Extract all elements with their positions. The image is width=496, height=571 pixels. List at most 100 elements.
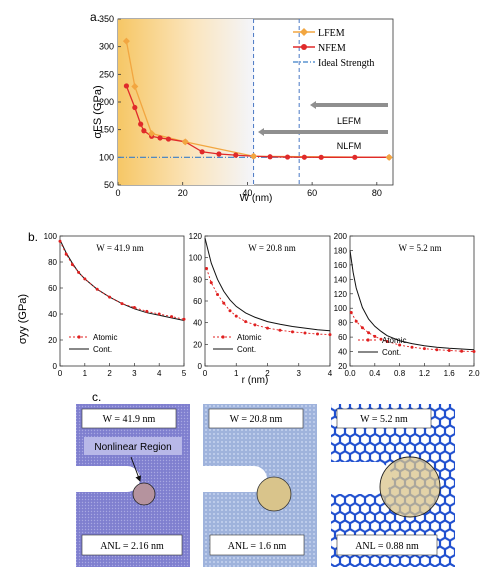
b1-ytick-label: 80 — [48, 258, 57, 267]
nonlinear-region-circle-2 — [256, 476, 292, 512]
tile-3-anl: ANL = 0.88 nm — [355, 541, 419, 552]
b3-ytick-label: 20 — [338, 362, 347, 371]
nfem-point — [165, 136, 172, 142]
a-ytick-label: 300 — [99, 42, 114, 52]
panel-b-subplot-1: W = 41.9 nm 0 1 2 3 4 5 0 20 40 60 80 100 Atomic Co… — [44, 232, 187, 378]
panel-a-series — [118, 19, 393, 185]
nfem-point — [284, 154, 291, 160]
nfem-point — [132, 104, 138, 111]
nfem-point — [267, 154, 273, 160]
lfem-point — [250, 152, 258, 160]
subplot-2-title: W = 20.8 nm — [248, 243, 295, 253]
atomic-point — [266, 326, 269, 330]
tile-1-anl: ANL = 2.16 nm — [100, 541, 164, 552]
notch-1 — [76, 466, 140, 492]
b2-xtick-label: 3 — [297, 369, 302, 378]
b1-ytick-label: 60 — [48, 284, 57, 293]
atomic-point — [222, 301, 226, 305]
b1-ytick-label: 100 — [44, 232, 58, 241]
atomic-point — [447, 348, 451, 352]
lfem-point — [148, 130, 156, 138]
b3-ytick-label: 80 — [338, 319, 347, 328]
nonlinear-region-circle-3 — [379, 456, 441, 518]
legend-cont-3: Cont. — [382, 348, 401, 357]
nfem-point — [301, 154, 307, 160]
atomic-point — [58, 239, 62, 243]
legend-ideal-strength: Ideal Strength — [318, 58, 374, 69]
lefm-arrow: LEFM — [310, 101, 388, 126]
b3-xtick-label: 1.6 — [444, 369, 456, 378]
b1-xtick-label: 0 — [58, 369, 63, 378]
notch-3 — [331, 462, 392, 494]
atomic-point — [108, 295, 112, 299]
atomic-point — [379, 337, 383, 341]
subplot-1-title: W = 41.9 nm — [96, 243, 143, 253]
atomic-point — [354, 319, 358, 323]
b2-ytick-label: 20 — [193, 340, 202, 349]
b1-xtick-label: 4 — [157, 369, 162, 378]
subplot-3-title: W = 5.2 nm — [399, 243, 442, 253]
atomic-point — [422, 347, 426, 351]
panel-b-subplot-3: W = 5.2 nm 0.0 0.4 0.8 1.2 1.6 2.0 20 40 60 80 100… — [334, 232, 480, 378]
nfem-point — [352, 154, 358, 160]
a-xtick-label: 0 — [115, 188, 120, 198]
atomic-point — [157, 312, 161, 316]
atomic-point — [291, 330, 294, 334]
atomic-point — [170, 315, 174, 319]
lfem-point — [131, 83, 139, 91]
atomic-point — [234, 314, 238, 318]
a-ytick-label: 100 — [99, 152, 114, 162]
a-ytick-label: 200 — [99, 97, 114, 107]
b2-ytick-label: 120 — [189, 232, 203, 241]
panel-a-legend: LFEM NFEM Ideal Strength — [293, 28, 374, 69]
atomic-point — [278, 328, 282, 332]
atomic-point — [328, 333, 332, 337]
b1-ytick-label: 40 — [48, 310, 57, 319]
b2-ytick-label: 100 — [189, 254, 203, 263]
atomic-point — [316, 332, 319, 336]
panel-a-ylabel: σFS (GPa) — [92, 85, 104, 138]
b3-ytick-label: 100 — [334, 304, 348, 313]
atomic-point — [205, 267, 209, 270]
b1-xtick-label: 5 — [182, 369, 187, 378]
panel-label-c: c. — [92, 390, 101, 404]
a-xtick-label: 80 — [372, 188, 382, 198]
region-pointer-arrow — [130, 456, 142, 482]
nonlinear-region-circle-1 — [132, 482, 156, 506]
b3-xtick-label: 1.2 — [419, 369, 431, 378]
nfem-point — [123, 83, 130, 89]
continuum-curve — [349, 250, 475, 351]
nfem-point — [157, 135, 163, 141]
panel-label-a: a. — [90, 10, 100, 24]
b3-xtick-label: 0.0 — [344, 369, 356, 378]
atomic-point — [303, 331, 307, 335]
atomic-point — [64, 252, 68, 256]
panel-a-ticks: 0 20 40 60 80 50 100 150 200 250 300 350 — [99, 14, 382, 198]
a-ytick-label: 250 — [99, 69, 114, 79]
b1-ytick-label: 20 — [48, 336, 57, 345]
atomic-point — [209, 281, 213, 285]
legend-lfem: LFEM — [318, 28, 345, 39]
nfem-point — [141, 128, 147, 134]
panel-b-ylabel: σyy (GPa) — [17, 294, 29, 344]
b2-xtick-label: 2 — [265, 369, 270, 378]
atomic-point — [435, 348, 439, 352]
legend-nfem: NFEM — [318, 43, 346, 54]
b2-ytick-label: 0 — [198, 362, 203, 371]
panel-label-b: b. — [28, 230, 38, 244]
b3-ytick-label: 180 — [334, 246, 348, 255]
lattice-tile-3: W = 5.2 nm ANL = 0.88 nm — [331, 404, 455, 567]
lfem-point — [181, 138, 189, 146]
atomic-point — [360, 326, 364, 330]
a-xtick-label: 40 — [242, 188, 252, 198]
lefm-label: LEFM — [337, 116, 361, 126]
nlfm-label: NLFM — [337, 141, 362, 151]
atomic-point — [120, 302, 124, 306]
tile-1-width: W = 41.9 nm — [103, 414, 156, 425]
nlfm-arrow: NLFM — [258, 128, 388, 151]
panel-b-xlabel: r (nm) — [242, 375, 269, 386]
b3-ytick-label: 140 — [334, 275, 348, 284]
legend-atomic-1: Atomic — [93, 333, 117, 342]
nonlinear-region-label: Nonlinear Region — [94, 442, 171, 453]
